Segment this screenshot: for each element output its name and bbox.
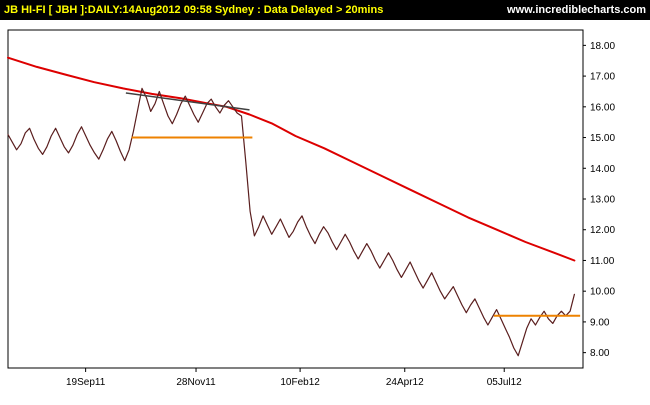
x-tick-label: 05Jul12 [487,377,522,388]
y-tick-label: 13.00 [590,195,615,206]
x-tick-label: 10Feb12 [280,377,320,388]
y-tick-label: 17.00 [590,72,615,83]
y-tick-label: 9.00 [590,317,610,328]
down-trendline[interactable] [125,92,250,111]
y-tick-label: 8.00 [590,348,610,359]
x-tick-label: 19Sep11 [66,377,106,388]
chart-area: 18.00 17.00 16.00 15.00 14.00 13.00 12.00 11.00… [0,20,650,400]
chart-title: JB HI-FI [ JBH ]:DAILY:14Aug2012 09:58 S… [4,4,384,16]
y-tick-label: 10.00 [590,287,615,298]
y-tick-label: 12.00 [590,225,615,236]
y-tick-label: 16.00 [590,102,615,113]
y-tick-label: 15.00 [590,133,615,144]
y-tick-label: 18.00 [590,41,615,52]
plot-border [7,29,584,369]
y-tick-label: 11.00 [590,256,615,267]
title-bar: JB HI-FI [ JBH ]:DAILY:14Aug2012 09:58 S… [0,0,650,20]
y-tick-label: 14.00 [590,164,615,175]
price-line [7,87,576,357]
site-link[interactable]: www.incrediblecharts.com [507,4,646,16]
x-tick-label: 24Apr12 [386,377,424,388]
moving-average-line [7,56,576,262]
price-chart: 18.00 17.00 16.00 15.00 14.00 13.00 12.00 11.00… [7,29,615,388]
x-tick-label: 28Nov11 [176,377,216,388]
